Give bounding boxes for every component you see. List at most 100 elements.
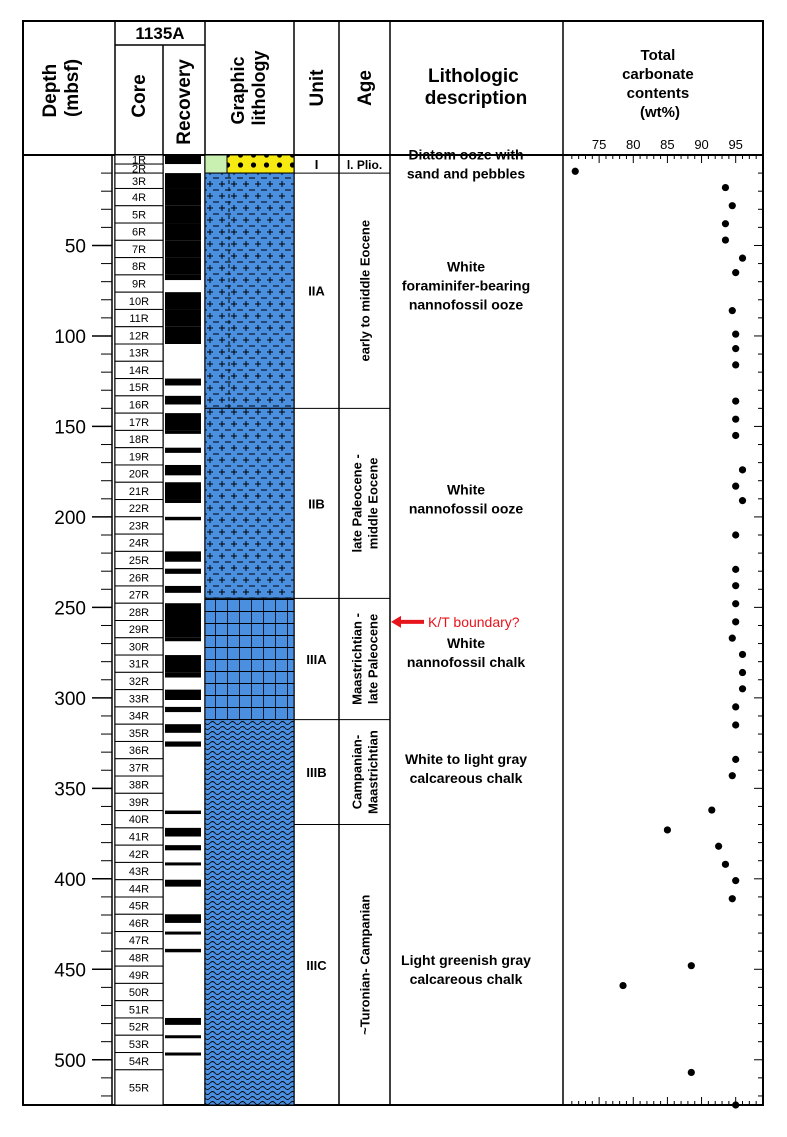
core-label: 26R — [129, 572, 149, 584]
graphic-header-line1: Graphic — [228, 56, 248, 124]
core-label: 12R — [129, 330, 149, 342]
data-point — [732, 618, 740, 626]
data-point — [708, 806, 716, 814]
carbonate-plot: 75 80 85 90 95 — [571, 137, 763, 1109]
data-point — [732, 269, 740, 277]
recovery-bar — [165, 672, 201, 678]
recovery-bar — [165, 741, 201, 747]
depth-tick-label: 250 — [54, 598, 86, 619]
unit-label: I — [315, 157, 319, 172]
depth-header-line2: (mbsf) — [62, 59, 83, 117]
core-label: 7R — [132, 244, 146, 256]
recovery-column — [165, 155, 201, 1056]
sand-pebbles-fill — [226, 154, 295, 174]
description-line: nannofossil ooze — [409, 296, 524, 312]
core-label: 1R — [132, 155, 146, 167]
core-label: 53R — [129, 1039, 149, 1051]
core-label: 24R — [129, 538, 149, 550]
carbonate-header-line3: contents — [627, 85, 690, 102]
core-label: 46R — [129, 918, 149, 930]
recovery-bar — [165, 188, 201, 206]
data-point — [728, 307, 736, 315]
core-label: 39R — [129, 797, 149, 809]
recovery-bar — [165, 378, 201, 386]
depth-tick-label: 150 — [54, 417, 86, 438]
data-point — [728, 772, 736, 780]
graphic-header-line2: lithology — [249, 51, 269, 126]
unit-label: IIIA — [306, 652, 327, 667]
core-label: 45R — [129, 901, 149, 913]
description-line: calcareous chalk — [410, 770, 523, 786]
core-label: 11R — [129, 313, 148, 325]
data-point — [728, 895, 736, 903]
x-tick-label: 90 — [694, 137, 708, 152]
data-point — [732, 565, 740, 573]
data-point — [728, 202, 736, 210]
data-point — [732, 361, 740, 369]
recovery-bar — [165, 1035, 201, 1039]
recovery-bar — [165, 274, 201, 281]
core-label: 52R — [129, 1022, 149, 1034]
core-label: 54R — [129, 1056, 149, 1068]
kt-boundary-annotation: K/T boundary? — [391, 614, 520, 630]
data-point — [732, 703, 740, 711]
lith-desc-header-line2: description — [425, 88, 527, 109]
depth-tick-label: 400 — [54, 870, 86, 891]
core-label: 4R — [132, 192, 146, 204]
data-point — [732, 600, 740, 608]
core-label: 30R — [129, 641, 149, 653]
core-label: 15R — [129, 382, 149, 394]
data-point — [732, 482, 740, 490]
description-line: foraminifer-bearing — [402, 277, 530, 293]
core-label: 44R — [129, 883, 149, 895]
recovery-bar — [165, 430, 201, 434]
recovery-bar — [165, 724, 201, 733]
unit-label: IIIC — [306, 958, 327, 973]
data-point — [687, 1068, 695, 1077]
core-label: 25R — [129, 555, 149, 567]
data-point — [721, 236, 730, 244]
description-line: nannofossil chalk — [407, 654, 525, 670]
x-tick-label: 95 — [728, 137, 742, 152]
data-point — [721, 220, 730, 228]
core-label: 29R — [129, 624, 149, 636]
recovery-bar — [165, 482, 201, 500]
recovery-bar — [165, 464, 201, 476]
data-point — [721, 183, 730, 192]
description-line: nannofossil ooze — [409, 500, 524, 516]
data-point — [619, 981, 627, 990]
description-line: Light greenish gray — [401, 952, 531, 968]
lith-desc-header-line1: Lithologic — [428, 66, 519, 87]
recovery-bar — [165, 706, 201, 713]
data-point — [663, 826, 672, 834]
core-label: 41R — [129, 832, 149, 844]
data-point — [732, 877, 740, 885]
data-point — [738, 668, 747, 677]
core-label: 27R — [129, 590, 149, 602]
depth-tick-label: 350 — [54, 779, 86, 800]
carbonate-header-line1: Total — [641, 47, 676, 64]
recovery-bar — [165, 603, 201, 621]
core-label: 32R — [129, 676, 149, 688]
depth-axis: 50 100 150 200 250 300 350 400 450 500 — [54, 155, 113, 1105]
x-tick-label: 80 — [626, 137, 640, 152]
recovery-bar — [165, 326, 201, 345]
age-label: late Paleocene — [366, 614, 381, 704]
recovery-bar — [165, 173, 201, 189]
recovery-bar — [165, 413, 201, 431]
recovery-bar — [165, 689, 201, 700]
unit-label: IIA — [308, 284, 325, 299]
core-label: 50R — [129, 987, 149, 999]
diatom-ooze-fill — [204, 154, 228, 174]
core-label: 49R — [129, 970, 149, 982]
depth-header-line1: Depth — [40, 64, 61, 118]
core-label: 47R — [129, 935, 149, 947]
site-label: 1135A — [135, 24, 184, 43]
age-label: late Paleocene - — [350, 454, 365, 552]
unit-label: IIB — [308, 496, 325, 511]
recovery-bar — [165, 1052, 201, 1056]
description-line: White — [447, 258, 485, 274]
foram-ooze-fill — [204, 172, 295, 409]
age-label: Maastrichtian - — [350, 613, 365, 705]
